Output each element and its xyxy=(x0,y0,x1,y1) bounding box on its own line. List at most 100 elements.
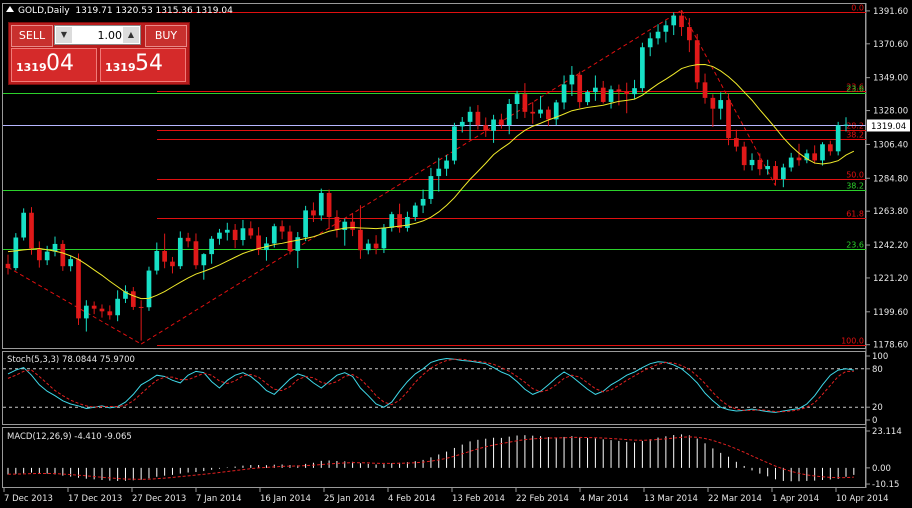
macd-tick-label: -10.15 xyxy=(872,480,899,490)
buy-button[interactable]: BUY xyxy=(145,25,187,47)
stoch-tick-label: 80 xyxy=(872,365,883,375)
candle-body xyxy=(76,259,81,319)
candle-body xyxy=(718,100,724,109)
candle-body xyxy=(749,159,755,166)
lot-decrease-icon[interactable]: ▼ xyxy=(56,27,72,43)
candle-body xyxy=(475,111,481,126)
stoch-tick-label: 0 xyxy=(872,416,877,426)
fib-label: 50.0 xyxy=(846,171,864,180)
price-tick-label: 1284.80 xyxy=(873,174,908,184)
candle-body xyxy=(687,27,692,41)
price-tick-label: 1349.00 xyxy=(873,74,908,84)
candle-body xyxy=(350,221,355,230)
candle-body xyxy=(177,237,183,267)
candle-body xyxy=(569,74,575,85)
price-tick-label: 1391.60 xyxy=(873,7,908,17)
price-tick-label: 1306.40 xyxy=(873,140,908,150)
candle-body xyxy=(452,126,457,161)
time-tick-label: 17 Dec 2013 xyxy=(68,494,122,504)
buy-price-quote[interactable]: 1319 54 xyxy=(100,48,186,82)
candle-body xyxy=(154,250,160,271)
axis-layer: 1391.60 1370.60 1349.00 1328.00 1306.40 1284.… xyxy=(3,7,910,504)
stoch-tick-label: 20 xyxy=(872,403,883,413)
time-tick-label: 1 Apr 2014 xyxy=(772,494,819,504)
price-tick-label: 1199.60 xyxy=(873,308,908,318)
candle-body xyxy=(561,84,567,103)
time-tick-label: 10 Apr 2014 xyxy=(836,494,889,504)
candle-body xyxy=(608,89,614,102)
candle-body xyxy=(115,298,120,316)
candle-body xyxy=(647,38,653,48)
candle-body xyxy=(60,243,66,267)
candle-body xyxy=(209,238,214,255)
time-tick-label: 27 Dec 2013 xyxy=(132,494,186,504)
candle-body xyxy=(240,228,246,241)
sell-button[interactable]: SELL xyxy=(11,25,53,47)
candle-body xyxy=(491,119,496,131)
candle-body xyxy=(162,250,167,262)
lot-increase-icon[interactable]: ▲ xyxy=(123,27,139,43)
collapse-triangle-icon[interactable] xyxy=(6,6,14,12)
candle-body xyxy=(444,160,449,169)
candle-body xyxy=(248,228,254,236)
time-tick-label: 22 Mar 2014 xyxy=(708,494,762,504)
candle-body xyxy=(318,193,324,216)
candle-body xyxy=(741,146,747,166)
price-tick-label: 1370.60 xyxy=(873,40,908,50)
candle-body xyxy=(499,119,504,125)
price-tick-label: 1242.20 xyxy=(873,241,908,251)
candle-body xyxy=(334,216,340,230)
candle-body xyxy=(624,91,630,95)
candle-body xyxy=(663,25,669,32)
candle-body xyxy=(843,124,849,126)
candle-body xyxy=(773,166,778,180)
candle-body xyxy=(365,243,371,251)
symbol-label: GOLD,Daily xyxy=(18,6,70,16)
lot-size-stepper[interactable]: ▼ ▲ xyxy=(54,25,141,45)
trend-dash-line xyxy=(140,9,682,345)
candle-body xyxy=(459,121,465,127)
candle-body xyxy=(107,311,113,316)
candle-body xyxy=(796,157,802,161)
candle-body xyxy=(295,237,301,251)
candle-body xyxy=(170,261,175,267)
one-click-trading-panel: SELL ▼ ▲ BUY 1319 04 1319 54 xyxy=(8,22,190,85)
candle-body xyxy=(530,111,536,114)
stoch-tick-label: 100 xyxy=(872,352,888,362)
time-tick-label: 4 Feb 2014 xyxy=(388,494,436,504)
candle-body xyxy=(835,125,841,152)
candle-body xyxy=(146,270,152,308)
candle-body xyxy=(358,229,363,251)
candle-body xyxy=(342,221,348,230)
price-tick-label: 1328.00 xyxy=(873,107,908,117)
current-price-label: 1319.04 xyxy=(871,122,906,132)
candle-body xyxy=(694,40,700,83)
buy-price-small: 1319 xyxy=(105,61,136,74)
stoch-title: Stoch(5,3,3) 78.0844 75.9700 xyxy=(7,355,135,365)
candle-body xyxy=(428,176,434,199)
time-tick-label: 16 Jan 2014 xyxy=(260,494,311,504)
candle-body xyxy=(217,232,222,239)
lot-size-input[interactable] xyxy=(73,27,124,43)
candle-body xyxy=(44,251,50,261)
candle-body xyxy=(593,87,598,93)
candle-body xyxy=(279,226,285,232)
candle-body xyxy=(436,168,442,177)
sell-price-quote[interactable]: 1319 04 xyxy=(11,48,97,82)
macd-title: MACD(12,26,9) -4.410 -9.065 xyxy=(7,432,132,442)
candle-body xyxy=(271,226,277,244)
candle-body xyxy=(765,166,771,170)
fib-label: 0.0 xyxy=(851,4,864,13)
stoch-signal-line xyxy=(7,358,854,413)
candle-body xyxy=(780,167,786,180)
candle-body xyxy=(585,92,590,103)
candle-body xyxy=(632,88,637,95)
candle-body xyxy=(412,205,418,217)
candle-body xyxy=(420,198,426,206)
sell-price-big: 04 xyxy=(46,51,74,76)
candle-body xyxy=(373,243,379,249)
candle-body xyxy=(483,125,489,131)
time-tick-label: 22 Feb 2014 xyxy=(516,494,569,504)
